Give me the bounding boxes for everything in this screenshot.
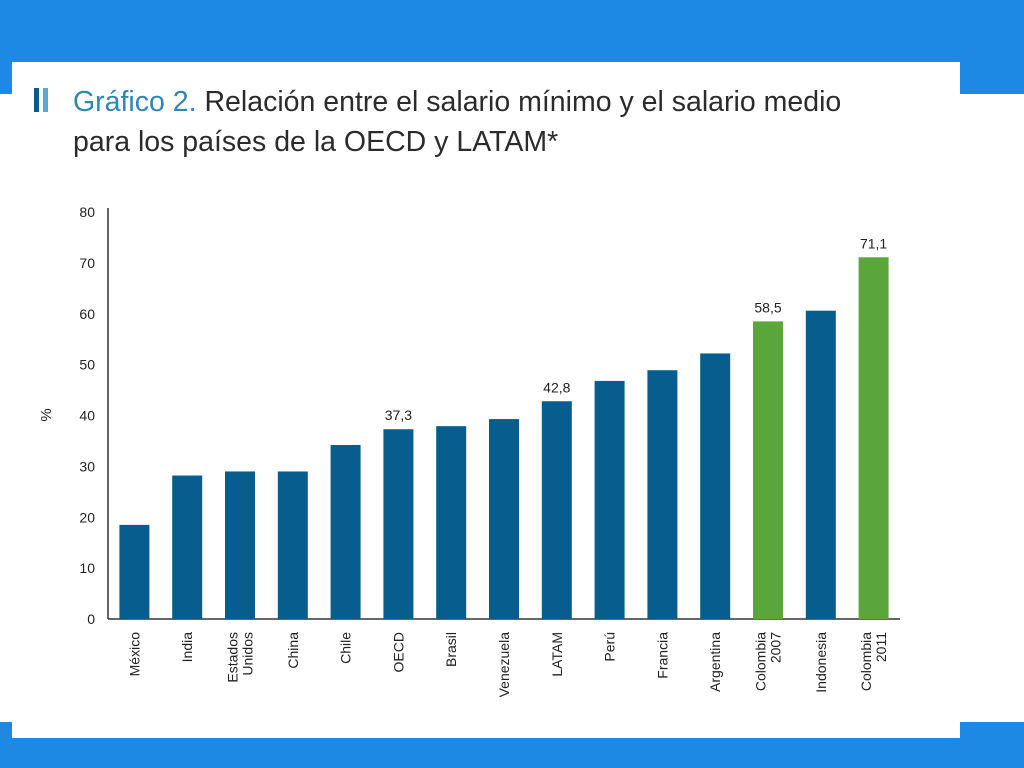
- data-label: 58,5: [754, 299, 781, 315]
- bar: [753, 321, 783, 619]
- y-tick-label: 70: [79, 255, 95, 271]
- y-tick-label: 20: [79, 509, 95, 525]
- bar: [383, 429, 414, 619]
- x-tick-label: Estados: [225, 632, 241, 683]
- bar: [647, 370, 678, 619]
- bar: [805, 310, 836, 619]
- x-tick-label: Venezuela: [496, 632, 512, 698]
- chart-title: Gráfico 2. Relación entre el salario mín…: [73, 82, 943, 162]
- x-tick-label: China: [285, 632, 301, 669]
- chart-title-line2: para los países de la OECD y LATAM*: [73, 126, 559, 158]
- y-tick-label: 30: [79, 458, 95, 474]
- title-marker-icon: [34, 88, 52, 117]
- bar: [858, 257, 889, 619]
- x-tick-label: 2011: [873, 632, 889, 662]
- y-tick-label: 80: [79, 204, 95, 220]
- x-tick-label: Francia: [654, 632, 670, 679]
- y-tick-label: 40: [79, 408, 95, 424]
- bar: [700, 353, 731, 619]
- x-tick-label: Argentina: [707, 632, 723, 692]
- bar: [594, 380, 625, 619]
- x-tick-label: OECD: [390, 632, 406, 672]
- bar: [172, 475, 203, 619]
- x-tick-label: Brasil: [443, 632, 459, 667]
- data-label: 71,1: [860, 235, 887, 251]
- slide-panel-right-strip: [960, 94, 1024, 722]
- bar: [119, 524, 150, 619]
- x-tick-label: Chile: [338, 632, 354, 664]
- x-tick-label: Unidos: [240, 632, 256, 676]
- y-tick-label: 10: [79, 560, 95, 576]
- top-frame-band: [0, 0, 1024, 62]
- bar: [489, 419, 519, 619]
- chart-title-line1: Relación entre el salario mínimo y el sa…: [204, 86, 842, 118]
- bottom-frame-band: [0, 738, 1024, 768]
- bar: [330, 445, 361, 619]
- x-tick-label: LATAM: [549, 632, 565, 677]
- x-tick-label: Perú: [602, 632, 618, 662]
- x-tick-label: Colombia: [753, 632, 769, 691]
- y-tick-label: 0: [87, 611, 95, 627]
- slide-panel: [12, 62, 960, 738]
- slide-panel-left-strip: [0, 94, 12, 722]
- y-axis-label: %: [38, 408, 55, 421]
- x-tick-label: Indonesia: [813, 632, 829, 693]
- y-tick-label: 50: [79, 357, 95, 373]
- bar: [225, 471, 255, 619]
- bar: [277, 471, 308, 619]
- x-tick-label: México: [126, 632, 142, 677]
- x-tick-label: India: [179, 632, 195, 663]
- x-tick-label: 2007: [768, 632, 784, 663]
- y-tick-label: 60: [79, 306, 95, 322]
- x-tick-label: Colombia: [858, 632, 874, 691]
- bar: [541, 401, 572, 619]
- data-label: 42,8: [543, 379, 570, 395]
- bar: [436, 426, 467, 619]
- chart-title-prefix: Gráfico 2.: [73, 86, 197, 118]
- data-label: 37,3: [385, 407, 412, 423]
